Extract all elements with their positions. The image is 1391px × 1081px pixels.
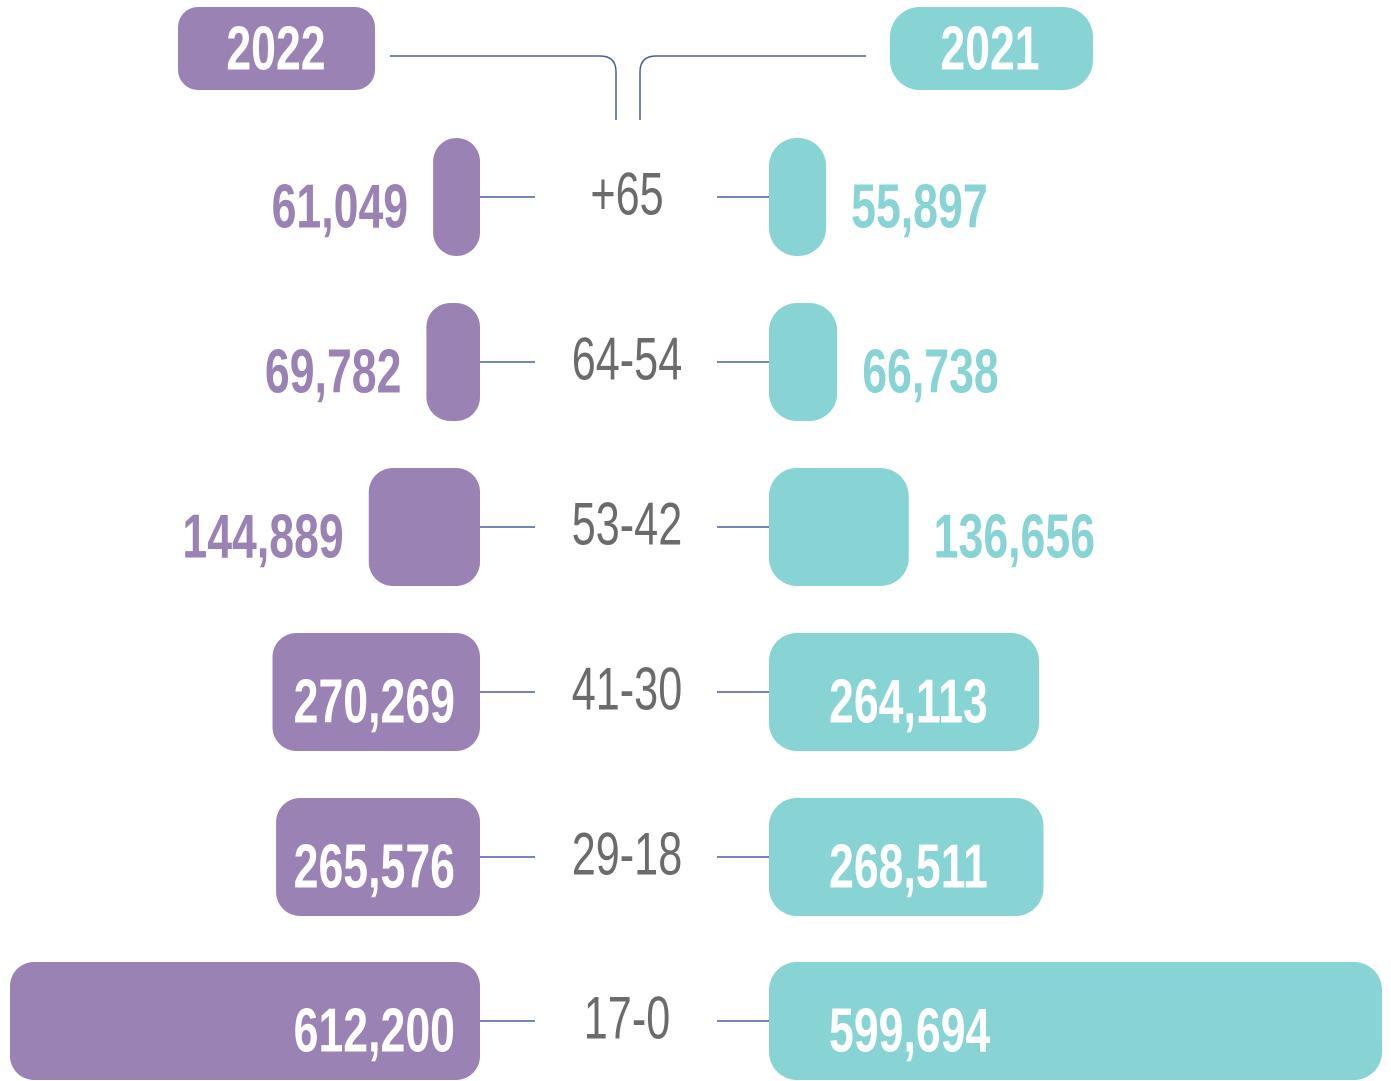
category-label: 17-0 (584, 986, 670, 1053)
category-label: 41-30 (572, 657, 682, 724)
value-label: 66,738 (862, 338, 999, 407)
bar (276, 798, 480, 916)
bar (769, 303, 838, 421)
value-label: 612,200 (294, 997, 455, 1066)
value-label: 55,897 (851, 173, 988, 242)
connector (390, 55, 617, 120)
category-label: 64-54 (572, 327, 682, 394)
legend-swatch (890, 7, 1093, 90)
value-label: 268,511 (829, 833, 988, 902)
value-label: 264,113 (829, 668, 988, 737)
bar (272, 633, 480, 751)
bar (769, 798, 1044, 916)
bar (769, 962, 1382, 1080)
header (178, 7, 1093, 120)
value-label: 144,889 (182, 503, 343, 572)
category-label: 53-42 (572, 492, 682, 559)
bar (769, 468, 909, 586)
bar (368, 468, 480, 586)
bar (769, 138, 827, 256)
value-label: 61,049 (272, 173, 409, 242)
value-label: 136,656 (934, 503, 1095, 572)
legend-label: 2022 (226, 15, 325, 84)
connector (639, 55, 866, 120)
value-label: 599,694 (829, 997, 990, 1066)
bar (769, 633, 1039, 751)
category-label: 29-18 (572, 822, 682, 889)
bar (10, 962, 480, 1080)
value-label: 265,576 (294, 833, 455, 902)
value-label: 270,269 (294, 668, 455, 737)
bar (433, 138, 480, 256)
value-label: 69,782 (265, 338, 402, 407)
bar (426, 303, 480, 421)
legend-label: 2021 (940, 15, 1039, 84)
category-label: +65 (590, 162, 663, 229)
legend-swatch (178, 7, 375, 90)
